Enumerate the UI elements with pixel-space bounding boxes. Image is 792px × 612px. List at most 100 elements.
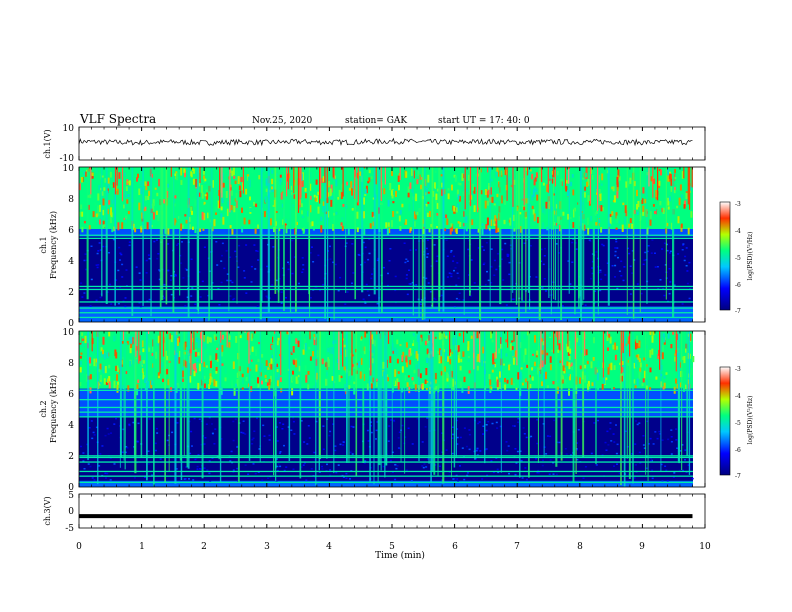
sferic-streak xyxy=(528,331,530,478)
spectral-cell xyxy=(302,354,305,362)
spectral-cell xyxy=(445,214,448,219)
spectral-cell xyxy=(405,357,408,363)
emission-spike xyxy=(254,331,256,334)
spectral-cell xyxy=(110,303,113,305)
spectral-cell xyxy=(640,340,643,344)
spectral-cell xyxy=(300,466,303,468)
spectral-cell xyxy=(246,332,249,341)
spectral-cell xyxy=(332,224,334,228)
spectral-cell xyxy=(267,367,270,370)
spectral-cell xyxy=(607,347,609,351)
spectral-cell xyxy=(298,416,301,419)
spectral-cell xyxy=(434,380,437,384)
spectral-cell xyxy=(634,443,637,445)
spectral-cell xyxy=(86,443,89,446)
spectral-cell xyxy=(533,368,536,372)
spectral-cell xyxy=(672,476,675,478)
spectral-cell xyxy=(653,182,656,189)
spectral-cell xyxy=(291,374,294,382)
spectral-cell xyxy=(331,195,334,200)
spectral-cell xyxy=(266,200,269,209)
spectral-cell xyxy=(559,360,562,364)
spectral-cell xyxy=(184,268,187,270)
spectral-cell xyxy=(298,282,300,285)
spectral-cell xyxy=(618,176,621,181)
spectral-cell xyxy=(81,296,84,298)
spectral-cell xyxy=(194,351,197,357)
spectral-cell xyxy=(279,377,282,383)
spectral-cell xyxy=(561,374,564,381)
sferic-streak xyxy=(442,167,445,312)
spectral-cell xyxy=(532,209,535,215)
tonal-line xyxy=(79,234,693,236)
spectral-cell xyxy=(536,471,539,474)
spectral-cell xyxy=(436,188,439,192)
spectral-cell xyxy=(137,422,140,425)
spectral-cell xyxy=(319,289,322,292)
spectral-cell xyxy=(394,289,397,292)
spectral-cell xyxy=(677,253,680,255)
spectral-cell xyxy=(675,378,677,384)
spectral-cell xyxy=(406,386,409,390)
cb1-tick-m3: -3 xyxy=(735,201,741,208)
spectral-cell xyxy=(99,296,102,299)
spectral-cell xyxy=(182,367,185,371)
spectral-cell xyxy=(138,202,141,211)
spectral-cell xyxy=(229,225,232,229)
spectral-cell xyxy=(363,261,366,264)
spectral-cell xyxy=(396,378,399,386)
spectral-cell xyxy=(634,385,637,389)
spectral-cell xyxy=(153,240,156,243)
spectral-cell xyxy=(245,244,248,246)
spectral-cell xyxy=(546,435,549,437)
sferic-streak xyxy=(273,331,275,476)
spectral-cell xyxy=(364,194,367,197)
spectral-cell xyxy=(581,185,584,193)
spectral-cell xyxy=(477,247,480,249)
spectral-cell xyxy=(226,380,229,385)
spectral-cell xyxy=(649,367,652,373)
spectral-cell xyxy=(130,336,133,344)
spectral-cell xyxy=(215,370,218,374)
spectral-cell xyxy=(98,383,101,386)
spectral-cell xyxy=(597,419,599,422)
spectral-cell xyxy=(624,216,626,225)
spectral-cell xyxy=(591,267,594,269)
spectral-cell xyxy=(108,331,111,337)
spectral-cell xyxy=(340,347,343,355)
spectral-cell xyxy=(666,480,669,482)
spectral-cell xyxy=(235,383,237,387)
spectral-cell xyxy=(344,303,347,305)
spectral-cell xyxy=(615,238,618,241)
spectral-cell xyxy=(121,341,124,344)
spectral-cell xyxy=(342,441,345,443)
spectral-cell xyxy=(592,357,595,361)
spectral-cell xyxy=(89,357,91,364)
spectral-cell xyxy=(243,217,246,225)
spectral-cell xyxy=(181,224,184,229)
spectral-cell xyxy=(127,194,130,198)
spectral-cell xyxy=(301,228,304,231)
spectral-cell xyxy=(220,281,223,284)
spectral-cell xyxy=(276,340,279,346)
spectral-cell xyxy=(390,190,393,196)
spectral-cell xyxy=(247,367,250,374)
spectral-cell xyxy=(474,457,477,460)
emission-spike xyxy=(363,167,366,169)
spectral-cell xyxy=(615,212,618,219)
spectral-cell xyxy=(468,429,471,431)
spectral-cell xyxy=(522,219,525,227)
spectral-cell xyxy=(438,332,441,340)
spectral-cell xyxy=(241,373,244,378)
spectral-cell xyxy=(368,252,371,255)
spectral-cell xyxy=(315,420,318,423)
spectral-cell xyxy=(370,431,373,434)
spectral-cell xyxy=(446,255,449,257)
emission-spike xyxy=(469,167,472,207)
spectral-cell xyxy=(680,194,683,199)
cb1-tick-m6: -6 xyxy=(735,282,741,289)
emission-spike xyxy=(148,331,150,334)
spectral-cell xyxy=(329,347,332,354)
spectral-cell xyxy=(688,297,691,300)
spectral-cell xyxy=(115,365,118,371)
